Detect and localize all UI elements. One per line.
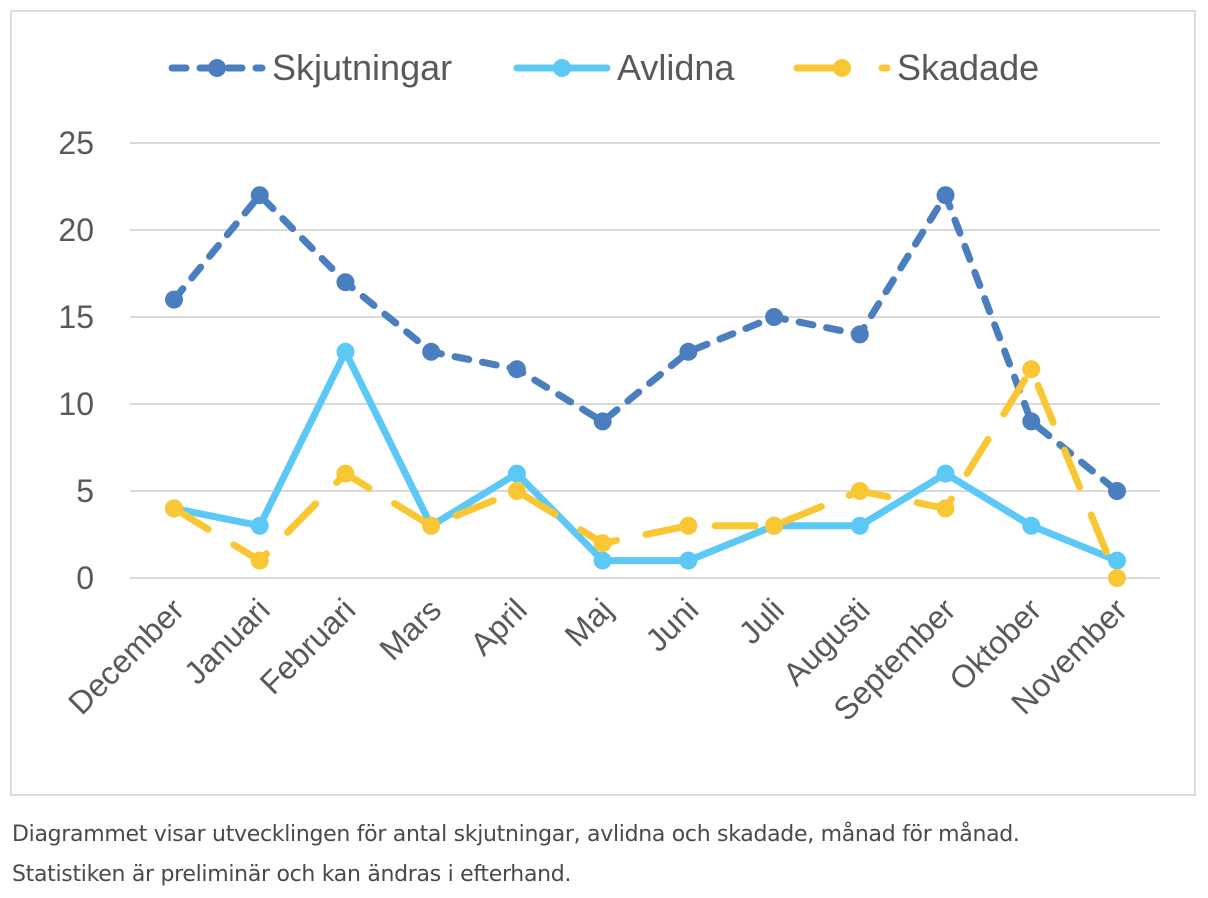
legend-item-skjutningar: Skjutningar: [168, 47, 452, 88]
legend-label: Skjutningar: [272, 47, 452, 88]
data-point: [165, 499, 183, 518]
y-tick-label: 10: [58, 386, 94, 422]
data-point: [250, 551, 269, 570]
y-tick-label: 0: [76, 560, 94, 596]
series-line: [170, 365, 1121, 582]
x-tick-label: Februari: [253, 591, 363, 701]
data-point: [936, 186, 955, 205]
data-point: [936, 464, 955, 483]
y-tick-label: 25: [58, 125, 94, 161]
legend-item-skadade: Skadade: [793, 47, 1039, 88]
data-point: [250, 186, 269, 205]
legend-swatch-marker: [833, 59, 851, 77]
chart-caption-line-2: Statistiken är preliminär och kan ändras…: [12, 862, 572, 887]
y-axis-ticks: 0 5 10 15 20 25: [58, 125, 94, 596]
chart-caption-line-1: Diagrammet visar utvecklingen för antal …: [12, 822, 1020, 847]
data-point: [765, 308, 784, 326]
data-point: [1022, 516, 1041, 535]
data-point: [336, 273, 355, 292]
x-tick-label: Maj: [558, 591, 620, 653]
data-point: [507, 360, 526, 379]
legend-label: Skadade: [897, 47, 1039, 88]
data-point: [422, 516, 441, 535]
x-tick-label: Mars: [372, 591, 448, 667]
legend-swatch-marker: [553, 59, 571, 77]
y-tick-label: 20: [58, 212, 94, 248]
chart-frame: Skjutningar Avlidna Skadade 0 5 10 15 20 25 Dec…: [10, 10, 1196, 796]
series-line: [170, 191, 1121, 495]
data-point: [336, 464, 355, 483]
x-tick-label: Juni: [638, 591, 705, 658]
data-point: [1108, 569, 1126, 587]
legend-swatch-marker: [208, 59, 226, 77]
data-point: [765, 516, 784, 535]
data-point: [679, 551, 698, 570]
data-point: [936, 499, 955, 518]
series-skadade: [165, 360, 1126, 587]
data-point: [1108, 551, 1126, 570]
data-point: [850, 482, 869, 500]
legend-item-avlidna: Avlidna: [513, 47, 735, 88]
series-line: [170, 348, 1121, 565]
data-point: [593, 551, 612, 570]
x-tick-label: Juli: [732, 591, 791, 650]
x-tick-label: April: [463, 591, 534, 662]
data-point: [422, 342, 441, 361]
data-point: [593, 412, 612, 431]
line-chart: Skjutningar Avlidna Skadade 0 5 10 15 20 25 Dec…: [58, 47, 1160, 728]
data-point: [593, 534, 612, 553]
data-point: [1108, 482, 1126, 500]
data-point: [850, 325, 869, 344]
legend-label: Avlidna: [617, 47, 735, 88]
data-point: [507, 482, 526, 500]
data-point: [850, 516, 869, 535]
data-point: [679, 516, 698, 535]
series-skjutningar: [165, 186, 1126, 500]
gridlines: [130, 142, 1160, 579]
y-tick-label: 15: [58, 299, 94, 335]
data-point: [1022, 412, 1041, 431]
data-point: [507, 464, 526, 483]
series-group: [165, 186, 1126, 587]
x-tick-label: December: [61, 591, 191, 721]
legend: Skjutningar Avlidna Skadade: [168, 47, 1039, 88]
data-point: [165, 290, 183, 309]
y-tick-label: 5: [76, 473, 94, 509]
data-point: [1022, 360, 1041, 379]
data-point: [250, 516, 269, 535]
data-point: [679, 342, 698, 361]
data-point: [336, 342, 355, 361]
